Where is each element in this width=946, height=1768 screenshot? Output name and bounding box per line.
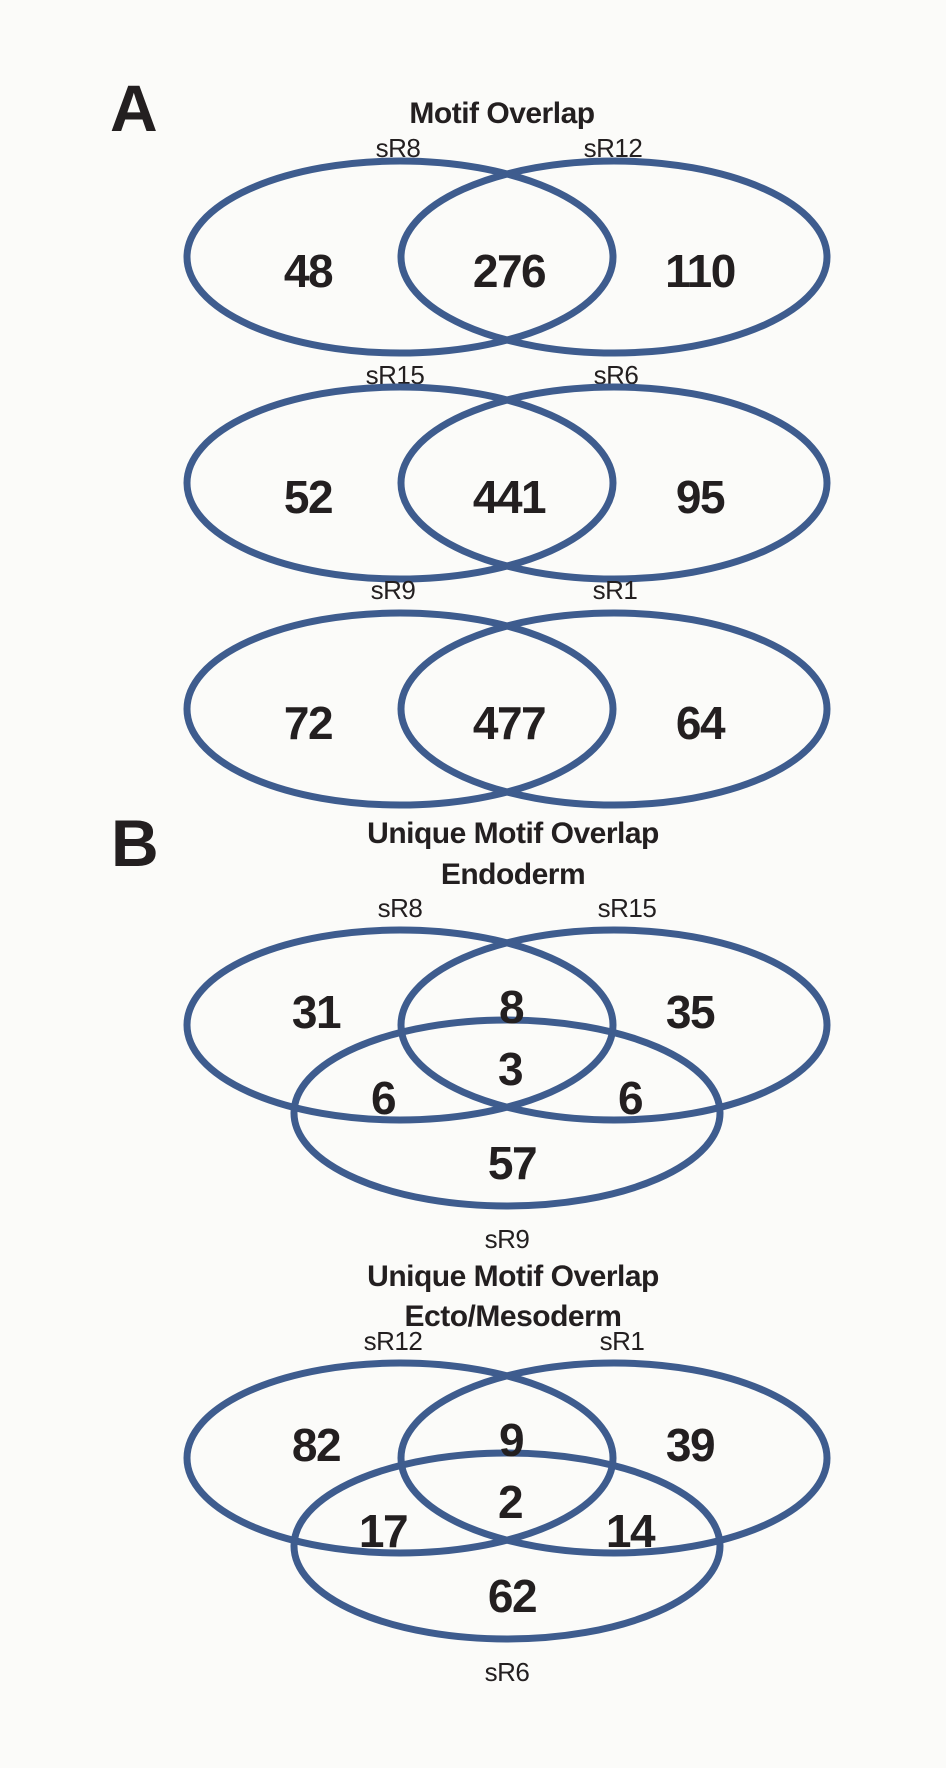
ectomesoderm-bottom-right-count: 14 (606, 1505, 656, 1557)
endoderm-bottom-ellipse (290, 1016, 724, 1210)
endoderm-bottom-set-label: sR9 (485, 1224, 530, 1254)
ectomesoderm-top-right-ellipse (397, 1359, 831, 1557)
ectomesoderm-top-overlap-count: 9 (499, 1414, 523, 1466)
endoderm-top-left-ellipse (183, 926, 617, 1124)
endoderm-bottom-right-count: 6 (618, 1072, 642, 1124)
venn1-left-count: 48 (284, 245, 333, 297)
venn3-left-count: 72 (284, 697, 332, 749)
ectomesoderm-bottom-left-count: 17 (359, 1505, 407, 1557)
ectomesoderm-top-left-ellipse (183, 1359, 617, 1557)
ectomesoderm-bottom-set-label: sR6 (485, 1657, 530, 1687)
endoderm-subtitle: Endoderm (441, 858, 585, 891)
ectomesoderm-center-count: 2 (498, 1476, 522, 1528)
panel-a-letter: A (110, 71, 158, 145)
endoderm-title: Unique Motif Overlap (367, 817, 659, 850)
ectomesoderm-bottom-count: 62 (488, 1570, 536, 1622)
endoderm-top-right-set-label: sR15 (598, 893, 657, 923)
venn2-right-ellipse (397, 383, 831, 583)
panel-a-title: Motif Overlap (409, 97, 594, 130)
ectomesoderm-title: Unique Motif Overlap (367, 1260, 659, 1293)
venn1-right-count: 110 (665, 245, 735, 297)
endoderm-top-overlap-count: 8 (499, 981, 524, 1033)
venn2-left-ellipse (183, 383, 617, 583)
endoderm-top-right-count: 35 (666, 986, 715, 1038)
venn3-left-ellipse (183, 609, 617, 809)
endoderm-top-left-count: 31 (292, 986, 341, 1038)
venn2-left-count: 52 (284, 471, 332, 523)
endoderm-bottom-left-count: 6 (371, 1072, 395, 1124)
ectomesoderm-top-right-set-label: sR1 (600, 1326, 645, 1356)
venn3-right-set-label: sR1 (593, 575, 638, 605)
venn3-left-set-label: sR9 (371, 575, 416, 605)
endoderm-bottom-count: 57 (488, 1137, 536, 1189)
ectomesoderm-bottom-ellipse (290, 1449, 724, 1643)
panel-b-letter: B (111, 806, 159, 880)
ectomesoderm-top-left-count: 82 (292, 1419, 340, 1471)
venn3-overlap-count: 477 (473, 697, 545, 749)
venn1-overlap-count: 276 (473, 245, 545, 297)
endoderm-top-left-set-label: sR8 (378, 893, 423, 923)
endoderm-top-right-ellipse (397, 926, 831, 1124)
venn3-right-ellipse (397, 609, 831, 809)
venn1-left-ellipse (183, 157, 617, 357)
venn2-overlap-count: 441 (473, 471, 546, 523)
ectomesoderm-top-left-set-label: sR12 (364, 1326, 423, 1356)
venn1-right-ellipse (397, 157, 831, 357)
ectomesoderm-subtitle: Ecto/Mesoderm (405, 1300, 622, 1333)
venn2-right-count: 95 (676, 471, 725, 523)
ectomesoderm-top-right-count: 39 (666, 1419, 714, 1471)
venn3-right-count: 64 (676, 697, 726, 749)
endoderm-center-count: 3 (498, 1043, 522, 1095)
